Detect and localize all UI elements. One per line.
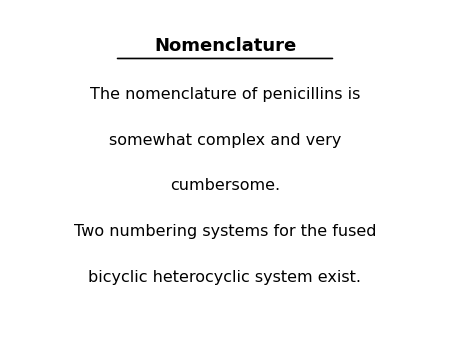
Text: cumbersome.: cumbersome. bbox=[170, 178, 280, 193]
Text: somewhat complex and very: somewhat complex and very bbox=[109, 133, 341, 148]
Text: Nomenclature: Nomenclature bbox=[154, 37, 296, 55]
Text: bicyclic heterocyclic system exist.: bicyclic heterocyclic system exist. bbox=[89, 270, 361, 285]
Text: Two numbering systems for the fused: Two numbering systems for the fused bbox=[74, 224, 376, 239]
Text: The nomenclature of penicillins is: The nomenclature of penicillins is bbox=[90, 87, 360, 102]
